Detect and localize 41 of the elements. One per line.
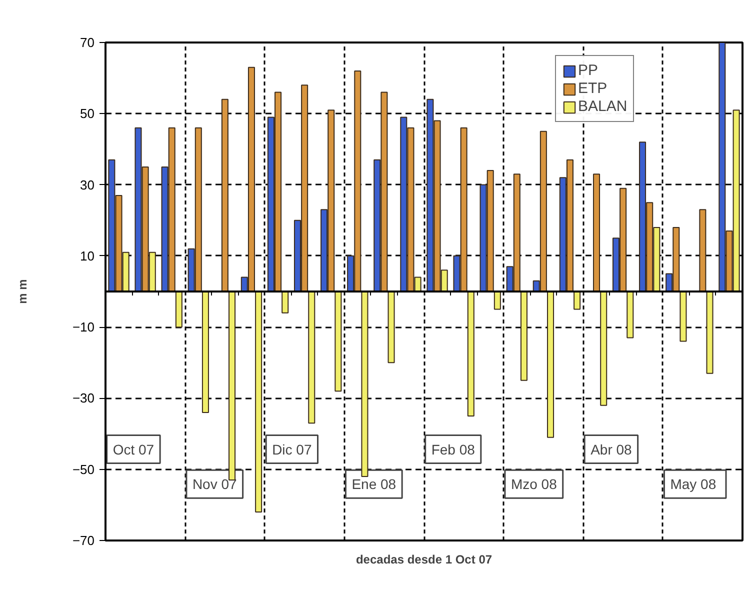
y-tick-label: 70 [80,35,95,50]
bar [308,291,316,424]
bar [520,291,528,381]
annotation: Ene 08 [352,476,396,492]
bar [593,174,600,292]
annotation: Mzo 08 [510,476,558,492]
bar [699,209,706,292]
y-tick-label: −70 [72,533,95,548]
bar [282,291,289,314]
bar [334,291,342,392]
bar [221,98,228,292]
y-tick-label: −10 [72,320,95,335]
bar [547,291,554,438]
bar [388,291,395,364]
bar [467,291,474,416]
y-tick-label: 10 [80,248,95,264]
bar [626,291,634,338]
annotation: May 08 [670,476,716,492]
annotation: Feb 08 [431,441,476,458]
annotation: Oct 07 [112,441,154,458]
bar [494,291,501,310]
x-axis-title: decadas desde 1 Oct 07 [356,552,492,566]
y-tick-label: −30 [72,390,95,406]
bar [361,291,368,477]
legend-label: ETP [578,80,608,97]
bar [600,291,608,406]
legend-label: BALAN [578,98,628,115]
bar [574,291,581,310]
bar [255,291,262,513]
bar [706,291,714,374]
bar [202,291,209,413]
y-axis-title: m m [15,279,30,304]
bar [680,291,687,342]
bar [228,291,236,481]
y-tick-label: 30 [80,177,95,192]
legend-label: PP [578,62,598,79]
y-tick-label: −50 [72,462,95,477]
bar [175,291,182,328]
y-tick-label: 50 [80,106,95,122]
annotation: Abr 08 [590,441,632,458]
annotation: Dic 07 [272,441,312,458]
